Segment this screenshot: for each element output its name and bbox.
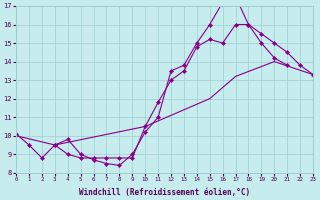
X-axis label: Windchill (Refroidissement éolien,°C): Windchill (Refroidissement éolien,°C): [79, 188, 250, 197]
